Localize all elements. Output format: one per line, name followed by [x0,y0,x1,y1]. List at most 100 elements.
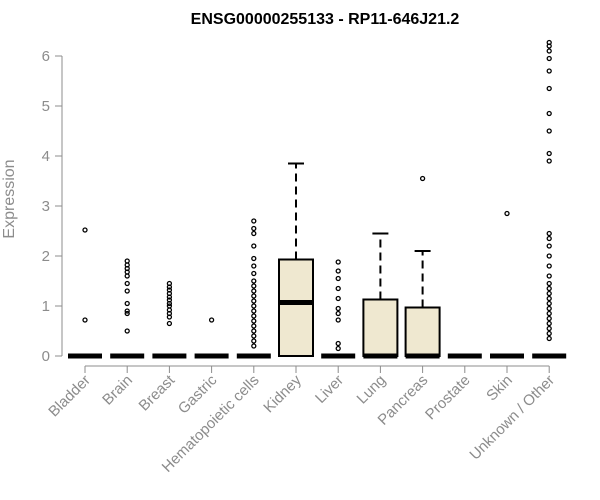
box-rect-7 [362,298,399,357]
y-tick-label-5: 5 [42,98,50,115]
outlier-4-9 [251,298,257,304]
x-tick-label-5: Kidney [260,371,305,416]
outlier-11-12 [546,273,552,279]
box-6 [321,259,356,359]
outlier-2-0 [166,320,173,327]
outlier-6-1 [335,340,341,347]
box-2 [152,280,187,359]
outlier-4-10 [251,293,257,299]
box-8 [404,175,441,359]
box-7 [362,232,399,359]
x-tick-label-1: Brain [99,372,136,409]
outlier-11-0 [546,335,552,342]
outlier-10-0 [504,210,510,217]
box-4 [236,218,271,359]
outlier-6-2 [335,317,341,323]
outlier-1-2 [124,308,130,314]
outlier-11-13 [546,263,552,269]
outlier-11-21 [546,110,552,117]
y-tick-label-0: 0 [42,348,50,365]
outlier-4-11 [251,288,257,294]
box-1 [110,258,145,359]
x-tick-label-7: Lung [354,372,390,408]
y-axis: 0 1 2 3 4 5 6 [42,48,63,365]
box-rect-8 [404,306,441,357]
outlier-4-1 [251,338,257,344]
outlier-11-8 [546,295,552,302]
outlier-8-0 [419,175,426,182]
outlier-11-22 [546,85,552,92]
outlier-11-1 [546,330,552,337]
outlier-6-3 [335,310,341,317]
outlier-6-9 [335,259,341,265]
box-0 [68,227,102,359]
outlier-4-7 [251,308,257,314]
outlier-11-11 [546,280,552,287]
outlier-6-7 [335,275,341,282]
outlier-0-1 [82,227,88,233]
outlier-1-5 [124,280,130,287]
outlier-11-9 [546,290,552,297]
outlier-1-10 [124,258,130,264]
outlier-2-6 [166,297,173,303]
outlier-6-6 [335,285,341,292]
y-tick-label-3: 3 [42,198,50,215]
outlier-6-0 [335,345,341,352]
outlier-6-8 [335,268,341,274]
outlier-4-19 [251,225,257,232]
outlier-4-20 [251,218,257,224]
outlier-11-18 [546,158,552,164]
outlier-11-3 [546,320,552,327]
outlier-0-0 [82,317,88,323]
x-tick-label-10: Skin [483,372,516,405]
x-tick-label-0: Bladder [45,372,94,421]
y-axis-label: Expression [1,159,18,238]
outlier-6-4 [335,305,341,312]
outlier-11-17 [546,230,552,237]
box-3 [194,317,229,359]
outlier-11-15 [546,243,552,249]
outlier-1-0 [124,328,130,334]
y-tick-label-1: 1 [42,298,50,315]
chart-title: ENSG00000255133 - RP11-646J21.2 [191,11,460,28]
outlier-3-0 [208,317,215,323]
outlier-11-7 [546,300,552,307]
outlier-4-0 [251,343,257,349]
outlier-11-27 [546,39,552,46]
outlier-11-19 [546,150,552,157]
outlier-11-25 [546,48,552,54]
outlier-1-1 [124,310,130,317]
outlier-2-9 [166,287,173,293]
outlier-2-11 [166,280,173,287]
x-tick-label-9: Prostate [422,372,474,424]
plot-area [68,39,567,359]
outlier-6-5 [335,295,341,302]
outlier-4-5 [251,318,257,324]
x-tick-label-2: Breast [136,371,179,414]
outlier-11-6 [546,305,552,312]
outlier-11-14 [546,253,552,259]
outlier-4-14 [251,270,257,277]
outlier-4-13 [251,278,257,284]
outlier-4-4 [251,323,257,329]
outlier-11-23 [546,68,552,74]
box-5 [278,162,314,357]
outlier-11-4 [546,315,552,322]
box-11 [532,39,567,359]
outlier-11-2 [546,325,552,332]
outlier-11-5 [546,310,552,317]
outlier-2-4 [166,303,173,309]
y-tick-label-4: 4 [42,148,50,165]
outlier-4-2 [251,333,257,339]
outlier-11-24 [546,55,552,62]
outlier-4-17 [251,243,257,249]
outlier-4-8 [251,303,257,309]
outlier-4-15 [251,263,257,269]
x-tick-label-6: Liver [312,372,347,407]
outlier-1-4 [124,288,130,294]
outlier-11-10 [546,285,552,292]
y-tick-label-2: 2 [42,248,50,265]
